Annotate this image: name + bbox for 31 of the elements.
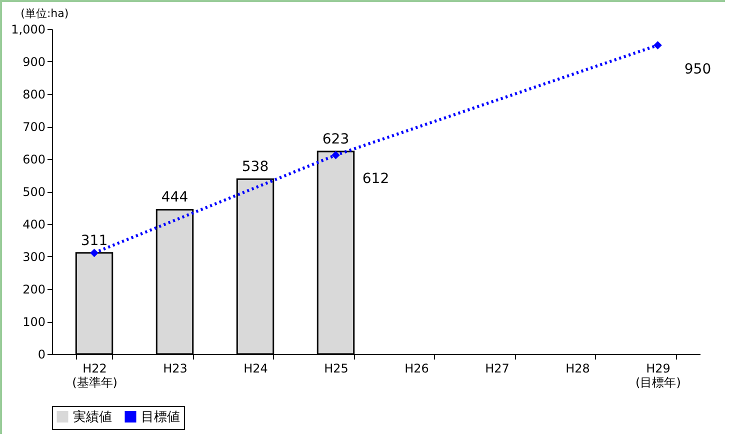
x-tick-label: H23 — [163, 362, 188, 376]
x-tick-label: H26 — [404, 362, 429, 376]
y-tick-label: 500 — [22, 185, 46, 199]
y-tick-label: 200 — [22, 282, 46, 296]
x-tick-label: H25 — [324, 362, 348, 376]
point — [332, 150, 340, 160]
y-tick-label: 100 — [22, 315, 46, 329]
y-tick-label: 1,000 — [11, 22, 46, 36]
data-label: 311 — [80, 232, 108, 249]
x-tick-label: H28 — [566, 362, 590, 376]
text: (単位:ha) — [20, 7, 69, 20]
y-tick-label: 800 — [22, 88, 46, 102]
y-tick-label: 400 — [22, 218, 46, 232]
x-tick-label: H27 — [485, 362, 510, 376]
data-label: 623 — [322, 132, 350, 148]
x-tick-label: H24 — [244, 362, 268, 376]
point — [90, 248, 98, 258]
point — [654, 41, 662, 50]
data-label: 950 — [684, 61, 712, 78]
data-label: 444 — [161, 190, 188, 206]
data-label: 612 — [362, 171, 390, 188]
y-tick-label: 300 — [22, 250, 46, 264]
y-tick-label: 700 — [22, 120, 46, 134]
y-tick-label: 900 — [22, 55, 46, 69]
legend-label: 目標値 — [141, 410, 180, 425]
data-label: 538 — [242, 159, 269, 176]
y-tick-label: 0 — [38, 348, 46, 362]
x-tick-label: H22 (基準年) — [72, 362, 118, 390]
x-tick-label: H29 (目標年) — [636, 362, 681, 390]
y-tick-label: 600 — [22, 152, 46, 166]
legend-label: 実績値 — [73, 408, 112, 425]
